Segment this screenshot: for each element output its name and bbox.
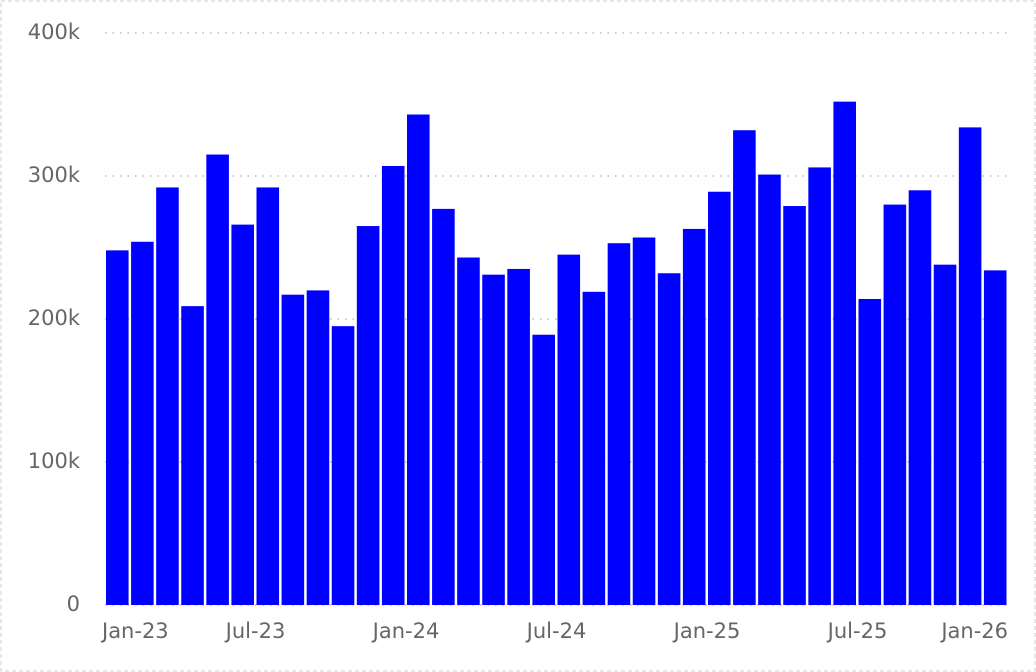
bar bbox=[156, 187, 179, 605]
bar bbox=[908, 190, 932, 606]
bar bbox=[256, 187, 280, 605]
bar bbox=[131, 241, 154, 605]
bar bbox=[582, 291, 606, 605]
bar bbox=[933, 264, 957, 605]
bar bbox=[607, 243, 631, 605]
bar bbox=[457, 257, 480, 605]
bar bbox=[682, 228, 706, 605]
bar bbox=[858, 298, 882, 605]
bar bbox=[381, 165, 405, 606]
bar bbox=[106, 250, 129, 606]
y-tick-label: 100k bbox=[28, 449, 81, 473]
x-tick-label: Jan-23 bbox=[100, 619, 169, 643]
bar bbox=[733, 130, 756, 606]
bar bbox=[432, 208, 455, 605]
x-tick-label: Jan-24 bbox=[371, 619, 440, 643]
bar bbox=[657, 273, 681, 605]
y-tick-label: 400k bbox=[28, 20, 81, 44]
x-tick-label: Jul-24 bbox=[525, 619, 587, 643]
bar bbox=[833, 101, 856, 605]
y-tick-label: 200k bbox=[28, 306, 81, 330]
x-tick-label: Jan-26 bbox=[939, 619, 1008, 643]
y-tick-label: 0 bbox=[67, 592, 80, 616]
bar bbox=[206, 154, 229, 606]
x-tick-label: Jan-25 bbox=[672, 619, 741, 643]
x-tick-label: Jul-23 bbox=[224, 619, 286, 643]
bar bbox=[808, 167, 831, 606]
bar bbox=[783, 206, 806, 605]
bar bbox=[758, 174, 781, 605]
bar bbox=[281, 294, 305, 605]
bar bbox=[958, 127, 982, 605]
y-tick-label: 300k bbox=[28, 163, 81, 187]
bar bbox=[708, 191, 731, 606]
x-tick-label: Jul-25 bbox=[826, 619, 888, 643]
bar bbox=[181, 306, 204, 605]
bar bbox=[306, 290, 330, 605]
bar bbox=[632, 237, 656, 606]
bar bbox=[407, 114, 430, 605]
bar bbox=[883, 204, 907, 605]
bar bbox=[356, 226, 380, 606]
bar bbox=[507, 268, 530, 605]
bar bbox=[482, 274, 505, 605]
bar bbox=[983, 270, 1007, 605]
bar bbox=[532, 334, 555, 605]
bar bbox=[331, 326, 355, 605]
bar bbox=[231, 224, 254, 605]
bar bbox=[557, 254, 581, 605]
